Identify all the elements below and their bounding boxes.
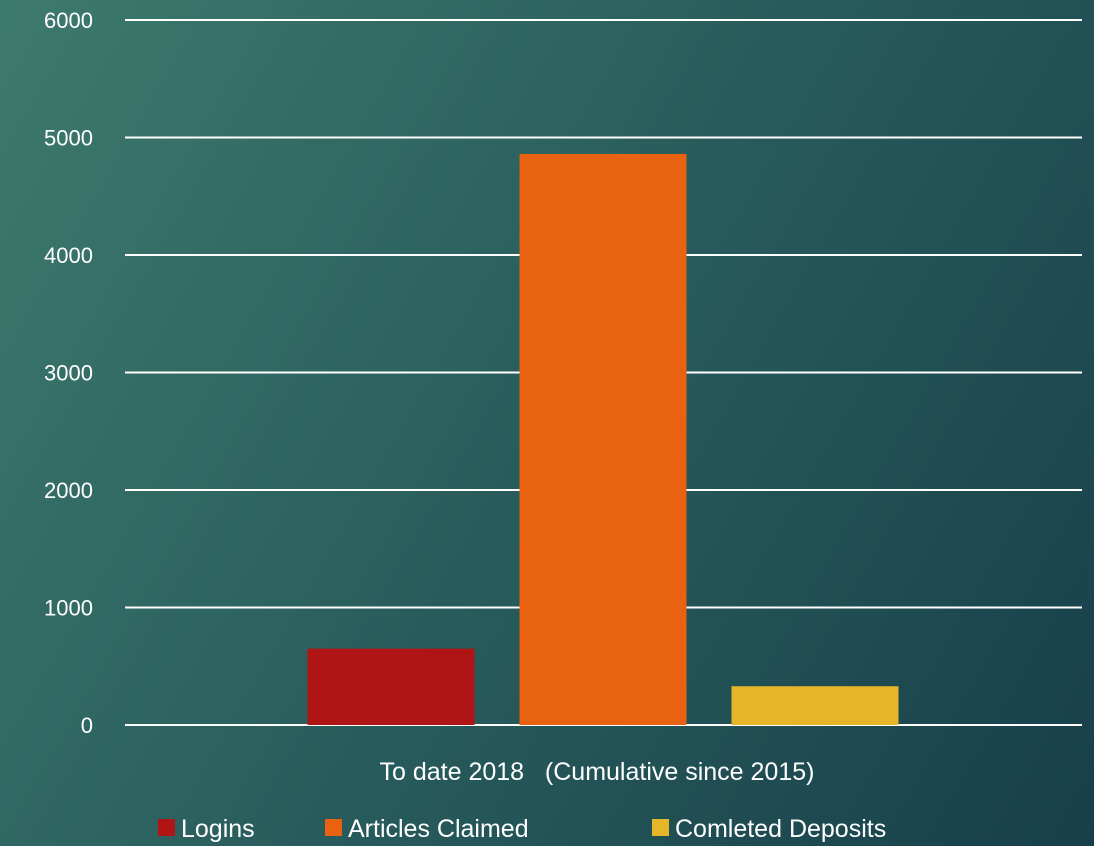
bar-comleted-deposits [731, 686, 899, 725]
y-tick-label-5000: 5000 [44, 126, 93, 151]
legend-label: Logins [181, 815, 255, 843]
bar-logins [307, 648, 475, 725]
bars [307, 153, 899, 725]
y-tick-label-2000: 2000 [44, 478, 93, 503]
legend-swatch [158, 819, 175, 836]
legend-item-comleted-deposits: Comleted Deposits [652, 815, 886, 843]
y-axis-tick-labels: 0 1000 2000 3000 4000 5000 6000 [44, 8, 93, 738]
y-tick-label-4000: 4000 [44, 243, 93, 268]
legend: Logins Articles Claimed Comleted Deposits [158, 815, 886, 843]
legend-swatch [652, 819, 669, 836]
y-tick-label-3000: 3000 [44, 361, 93, 386]
y-tick-label-1000: 1000 [44, 596, 93, 621]
y-tick-label-6000: 6000 [44, 8, 93, 33]
legend-label: Comleted Deposits [675, 815, 886, 843]
legend-label: Articles Claimed [348, 815, 529, 843]
legend-swatch [325, 819, 342, 836]
legend-item-logins: Logins [158, 815, 255, 843]
bar-articles-claimed [519, 153, 687, 725]
x-category-label: To date 2018 (Cumulative since 2015) [380, 758, 815, 786]
legend-item-articles-claimed: Articles Claimed [325, 815, 529, 843]
y-tick-label-0: 0 [81, 713, 93, 738]
